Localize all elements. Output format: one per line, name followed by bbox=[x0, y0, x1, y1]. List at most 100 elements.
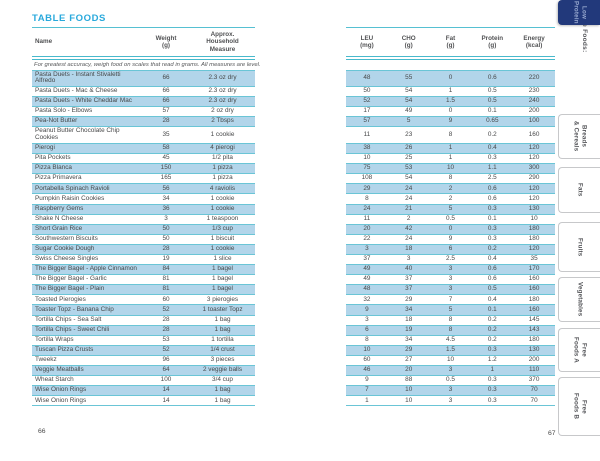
page-gutter bbox=[255, 107, 346, 117]
energy-cell: 10 bbox=[530, 214, 538, 222]
table-row: Pea-Not Butter 28 2 Tbsps 57 5 9 0.65 10… bbox=[32, 117, 555, 128]
page-gutter bbox=[255, 396, 346, 406]
side-tab-fruits[interactable]: Fruits bbox=[558, 222, 600, 272]
side-tab-free-foods-a[interactable]: Free Foods A bbox=[558, 328, 600, 372]
table-row: Shake N Cheese 3 1 teaspoon 11 2 0.5 0.1… bbox=[32, 215, 555, 225]
energy-cell: 120 bbox=[528, 184, 540, 192]
leu-cell: 48 bbox=[363, 74, 371, 82]
column-header-name: Name bbox=[35, 38, 53, 46]
fat-cell: 0 bbox=[448, 107, 453, 115]
food-name: Pasta Solo - Elbows bbox=[35, 107, 93, 115]
leu-cell: 22 bbox=[363, 235, 371, 242]
measure-cell: 1/4 crust bbox=[210, 346, 235, 354]
weight-cell: 84 bbox=[162, 265, 170, 273]
column-header-weight: Weight (g) bbox=[155, 34, 177, 49]
measure-cell: 1 pizza bbox=[212, 174, 233, 182]
leu-cell: 49 bbox=[363, 265, 371, 273]
food-name: Veggie Meatballs bbox=[35, 366, 84, 374]
fat-cell: 1 bbox=[448, 154, 453, 162]
leu-cell: 3 bbox=[365, 245, 369, 253]
protein-cell: 1 bbox=[490, 366, 495, 374]
measure-cell: 1 slice bbox=[213, 255, 232, 263]
leu-cell: 29 bbox=[363, 184, 371, 192]
accuracy-note-row: For greatest accuracy, weigh food on sca… bbox=[32, 60, 555, 70]
food-name-cell: Pasta Solo - Elbows bbox=[32, 107, 142, 116]
fat-cell: 3 bbox=[448, 265, 453, 273]
side-tab-breads-cereals[interactable]: Breads & Cereals bbox=[558, 114, 600, 159]
food-name: Pizza Primavera bbox=[35, 174, 82, 182]
protein-cell: 0.2 bbox=[487, 130, 497, 138]
energy-cell: 160 bbox=[528, 285, 540, 293]
food-name-cell: Veggie Meatballs bbox=[32, 366, 142, 375]
page-gutter bbox=[255, 144, 346, 154]
protein-cell: 0.5 bbox=[487, 86, 497, 94]
cho-cell: 55 bbox=[405, 74, 413, 82]
energy-cell: 170 bbox=[528, 265, 540, 273]
fat-cell: 10 bbox=[446, 164, 455, 172]
column-header-cho: CHO (g) bbox=[401, 34, 416, 49]
side-tab-fats[interactable]: Fats bbox=[558, 167, 600, 213]
energy-cell: 160 bbox=[528, 275, 540, 283]
leu-cell: 50 bbox=[363, 86, 371, 94]
food-name-cell: Short Grain Rice bbox=[32, 225, 142, 234]
fat-cell: 8 bbox=[448, 325, 453, 333]
fat-cell: 8 bbox=[448, 130, 453, 138]
side-tab-free-foods-b[interactable]: Free Foods B bbox=[558, 377, 600, 436]
page-gutter bbox=[255, 97, 346, 107]
protein-cell: 0.3 bbox=[487, 346, 497, 354]
measure-cell: 1 cookie bbox=[210, 245, 235, 253]
measure-cell: 1/2 pita bbox=[212, 154, 233, 162]
cho-cell: 24 bbox=[405, 235, 413, 242]
weight-cell: 50 bbox=[162, 224, 170, 232]
cho-cell: 42 bbox=[405, 224, 413, 232]
food-name-cell: The Bigger Bagel - Plain bbox=[32, 285, 142, 294]
table-row: Pizza Primavera 165 1 pizza 108 54 8 2.5… bbox=[32, 174, 555, 185]
column-header-energy: Energy (kcal) bbox=[523, 34, 545, 49]
page-gutter bbox=[255, 127, 346, 144]
weight-cell: 28 bbox=[162, 315, 170, 323]
cho-cell: 88 bbox=[405, 376, 413, 384]
fat-cell: 3 bbox=[448, 275, 453, 283]
cho-cell: 29 bbox=[405, 346, 413, 354]
energy-cell: 290 bbox=[528, 174, 540, 182]
side-tab-low-protein[interactable]: Low Protein bbox=[558, 0, 600, 25]
measure-cell: 1 tortilla bbox=[211, 335, 234, 343]
fat-cell: 8 bbox=[448, 174, 453, 182]
table-row: Short Grain Rice 50 1/3 cup 20 42 0 0.3 … bbox=[32, 224, 555, 235]
cho-cell: 5 bbox=[406, 117, 411, 125]
table-row: Pizza Blanca 150 1 pizza 75 53 10 1.1 30… bbox=[32, 164, 555, 175]
page-gutter bbox=[255, 255, 346, 265]
leu-cell: 3 bbox=[365, 315, 369, 323]
page-gutter bbox=[255, 316, 346, 326]
leu-cell: 60 bbox=[363, 356, 371, 364]
weight-cell: 81 bbox=[162, 285, 170, 293]
weight-cell: 58 bbox=[162, 144, 170, 152]
measure-cell: 3 pierogies bbox=[206, 295, 239, 303]
measure-cell: 1 cookie bbox=[210, 130, 235, 138]
side-tab-vegetables[interactable]: Vegetables bbox=[558, 277, 600, 322]
food-name-cell: Southwestern Biscuits bbox=[32, 235, 142, 244]
measure-cell: 1 biscuit bbox=[210, 235, 235, 242]
leu-cell: 52 bbox=[363, 97, 371, 105]
fat-cell: 1.5 bbox=[446, 97, 455, 105]
protein-cell: 0.3 bbox=[487, 204, 497, 212]
cho-cell: 54 bbox=[405, 97, 413, 105]
measure-cell: 1 toaster Topz bbox=[202, 305, 243, 313]
cho-cell: 54 bbox=[405, 174, 413, 182]
cho-cell: 53 bbox=[405, 164, 413, 172]
page-gutter bbox=[255, 215, 346, 225]
energy-cell: 130 bbox=[528, 346, 540, 354]
column-header-measure: Approx. Household Measure bbox=[206, 31, 239, 53]
food-name: Raspberry Gems bbox=[35, 204, 84, 212]
measure-cell: 3 pieces bbox=[210, 356, 235, 364]
cho-cell: 37 bbox=[405, 285, 413, 293]
page-gutter bbox=[255, 27, 346, 56]
fat-cell: 7 bbox=[448, 295, 453, 303]
protein-cell: 0.3 bbox=[487, 154, 497, 162]
leu-cell: 7 bbox=[365, 386, 369, 394]
cho-cell: 29 bbox=[405, 295, 413, 303]
food-name: Short Grain Rice bbox=[35, 224, 83, 232]
protein-cell: 0.3 bbox=[487, 235, 497, 242]
side-tab-label: Free Foods A bbox=[572, 337, 588, 363]
table-row: Toaster Topz - Banana Chip 52 1 toaster … bbox=[32, 305, 555, 316]
